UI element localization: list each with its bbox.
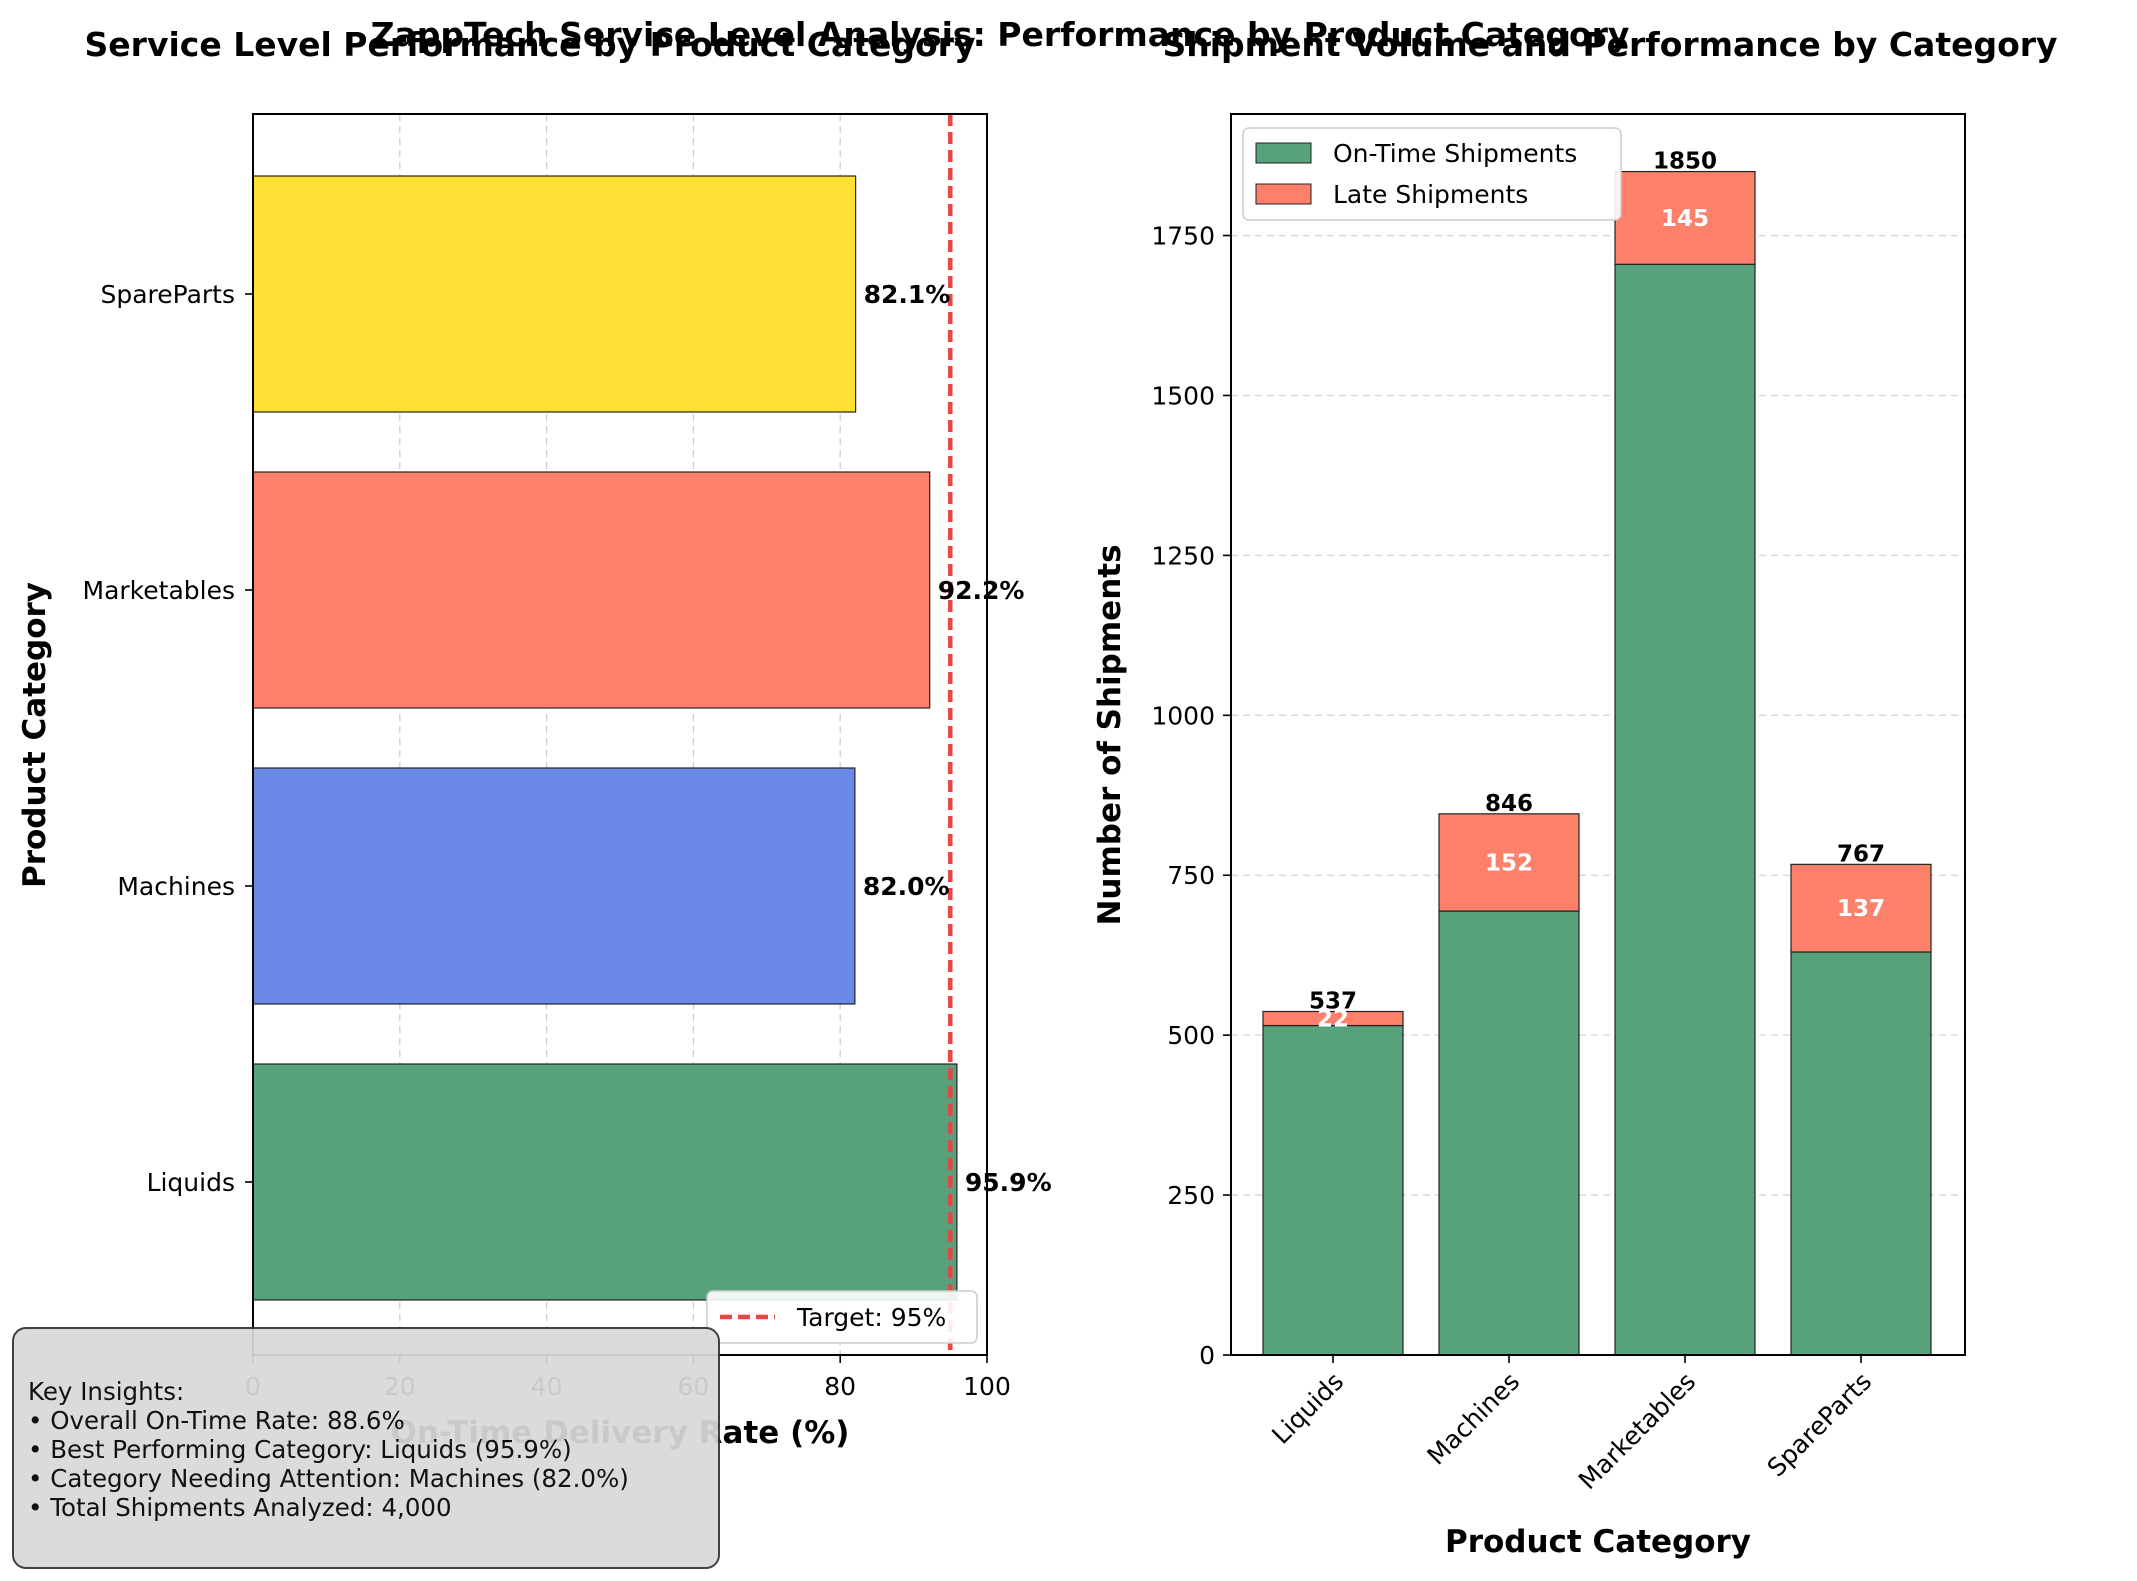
right-x-tick-label: SpareParts: [1762, 1367, 1878, 1483]
right-y-tick-label: 0: [1199, 1341, 1215, 1370]
left-chart: Service Level Performance by Product Cat…: [17, 25, 1052, 1451]
left-y-tick-label: SpareParts: [100, 280, 235, 309]
right-y-tick-label: 1000: [1151, 701, 1215, 730]
right-total-label: 1850: [1653, 149, 1717, 175]
right-bar-ontime-marketables: [1614, 263, 1756, 1356]
right-x-tick-label: Machines: [1422, 1367, 1526, 1471]
key-insight-line: • Category Needing Attention: Machines (…: [28, 1464, 629, 1493]
right-legend-ontime-swatch: [1255, 142, 1312, 164]
right-legend-late-swatch: [1255, 183, 1312, 205]
left-bar-marketables: [252, 471, 931, 709]
left-x-tick-label: 80: [824, 1372, 856, 1401]
right-late-value-label: 137: [1837, 896, 1885, 922]
key-insight-line: • Best Performing Category: Liquids (95.…: [28, 1435, 572, 1464]
left-y-tick-label: Machines: [117, 872, 235, 901]
left-bar-machines: [252, 767, 856, 1005]
left-y-axis-ticks: Liquids Machines Marketables SpareParts: [83, 280, 253, 1197]
right-x-tick-label: Liquids: [1266, 1367, 1349, 1450]
right-late-value-label: 145: [1661, 206, 1709, 232]
right-y-tick-label: 1750: [1151, 222, 1215, 251]
right-bars: [1262, 170, 1932, 1356]
left-chart-title: Service Level Performance by Product Cat…: [85, 25, 976, 64]
left-value-labels: 95.9% 82.0% 92.2% 82.1%: [863, 280, 1052, 1197]
left-value-label: 92.2%: [938, 576, 1025, 605]
right-total-label: 846: [1485, 791, 1533, 817]
left-legend-target-label: Target: 95%: [796, 1303, 946, 1332]
left-bar-spareparts: [252, 175, 857, 413]
left-bar-liquids: [252, 1063, 958, 1301]
right-bar-ontime-spareparts: [1790, 951, 1932, 1356]
right-y-axis-ticks: 0 250 500 750 1000 1250 1500 1750: [1151, 222, 1231, 1370]
right-x-axis-label: Product Category: [1445, 1524, 1751, 1560]
key-insight-line: • Total Shipments Analyzed: 4,000: [28, 1493, 452, 1522]
right-bar-ontime-machines: [1438, 910, 1580, 1356]
right-legend-late-label: Late Shipments: [1333, 180, 1528, 209]
left-value-label: 82.1%: [864, 280, 951, 309]
right-bar-late-marketables: [1614, 170, 1756, 265]
right-chart-title: Shipment Volume and Performance by Categ…: [1162, 25, 2057, 64]
right-x-axis-ticks: Liquids Machines Marketables SpareParts: [1266, 1355, 1877, 1495]
left-value-label: 95.9%: [965, 1168, 1052, 1197]
right-chart: Shipment Volume and Performance by Categ…: [1092, 25, 2058, 1560]
right-total-label: 767: [1837, 841, 1885, 867]
right-late-value-label: 152: [1485, 850, 1533, 876]
key-insight-line: • Overall On-Time Rate: 88.6%: [28, 1406, 405, 1435]
right-y-tick-label: 1500: [1151, 381, 1215, 410]
left-legend: Target: 95%: [706, 1290, 978, 1344]
right-bar-late-machines: [1438, 813, 1580, 912]
right-y-tick-label: 250: [1167, 1181, 1215, 1210]
right-y-tick-label: 750: [1167, 861, 1215, 890]
key-insights-heading: Key Insights:: [28, 1377, 185, 1406]
right-x-tick-label: Marketables: [1573, 1367, 1701, 1495]
right-legend-ontime-label: On-Time Shipments: [1333, 139, 1577, 168]
right-y-tick-label: 500: [1167, 1021, 1215, 1050]
right-total-label: 537: [1309, 988, 1357, 1014]
figure-suptitle: ZappTech Service Level Analysis: Perform…: [371, 15, 1630, 54]
right-bar-ontime-liquids: [1262, 1024, 1404, 1356]
left-y-tick-label: Marketables: [83, 576, 235, 605]
left-x-tick-label: 100: [963, 1372, 1011, 1401]
right-plot-frame: [1230, 113, 1966, 1356]
right-late-value-label: 22: [1317, 1007, 1349, 1033]
left-y-axis-label: Product Category: [17, 582, 53, 888]
right-legend: On-Time Shipments Late Shipments: [1242, 127, 1622, 221]
right-bar-late-liquids: [1262, 1010, 1404, 1027]
key-insights-box: Key Insights: • Overall On-Time Rate: 88…: [12, 1327, 720, 1569]
right-bar-late-spareparts: [1790, 863, 1932, 953]
right-y-tick-label: 1250: [1151, 541, 1215, 570]
left-value-label: 82.0%: [863, 872, 950, 901]
right-y-axis-label: Number of Shipments: [1092, 544, 1128, 925]
left-y-tick-label: Liquids: [147, 1168, 235, 1197]
left-bars: [252, 175, 958, 1301]
